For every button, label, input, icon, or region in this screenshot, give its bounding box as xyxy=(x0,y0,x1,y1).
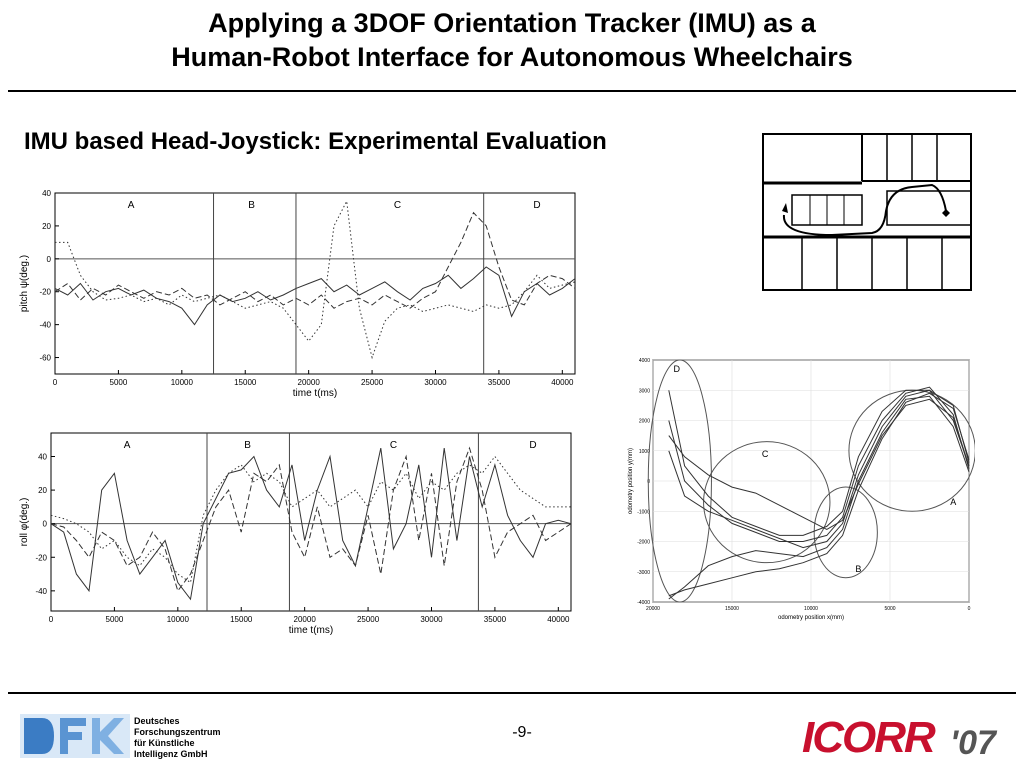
x-tick-label: 30000 xyxy=(424,378,447,387)
x-tick-label: 35000 xyxy=(484,615,507,624)
trajectory-line xyxy=(668,389,970,549)
section-label: A xyxy=(124,440,131,451)
y-axis-label: odometry position y(mm) xyxy=(628,448,634,514)
series-line-dashed xyxy=(50,446,572,592)
series-line-solid xyxy=(54,266,576,326)
region-ellipse-C xyxy=(703,441,831,564)
plot-frame xyxy=(54,192,576,375)
trajectory-line xyxy=(668,389,970,536)
svg-text:'07: '07 xyxy=(950,724,998,762)
plot-frame xyxy=(50,432,572,612)
x-axis-label: time t(ms) xyxy=(289,625,333,636)
dfki-name-line: Forschungszentrum xyxy=(134,727,221,737)
section-label: B xyxy=(248,200,255,211)
x-tick-label: 35000 xyxy=(488,378,511,387)
floor-plan-map xyxy=(762,133,972,291)
x-tick-label: 40000 xyxy=(551,378,574,387)
x-tick-label: 15000 xyxy=(230,615,253,624)
region-label: B xyxy=(855,564,861,574)
dfki-name-line: Intelligenz GmbH xyxy=(134,749,208,759)
x-tick-label: 15000 xyxy=(725,606,739,612)
series-line-dashed xyxy=(54,211,576,309)
slide-subtitle: IMU based Head-Joystick: Experimental Ev… xyxy=(24,128,607,155)
y-tick-label: 40 xyxy=(42,189,51,198)
y-tick-label: 3000 xyxy=(639,388,650,394)
icorr-logo: ICORR '07 xyxy=(802,713,998,762)
y-tick-label: 20 xyxy=(42,222,51,231)
y-axis-label: roll φ(deg.) xyxy=(19,498,30,547)
bottom-divider xyxy=(8,692,1016,694)
odometry-chart: 20000 15000 10000 5000 040003000200010000-10… xyxy=(628,358,975,621)
section-label: D xyxy=(533,200,540,211)
page-number: -9- xyxy=(512,724,532,741)
x-tick-label: 40000 xyxy=(547,615,570,624)
title-line-1: Applying a 3DOF Orientation Tracker (IMU… xyxy=(208,8,816,38)
x-tick-label: 25000 xyxy=(357,615,380,624)
y-tick-label: -1000 xyxy=(637,509,650,515)
pitch-chart: A B C D 0 5000 10000 15000 20000 25000 30000 35000 4… xyxy=(19,189,576,399)
x-tick-label: 15000 xyxy=(234,378,257,387)
y-tick-label: -2000 xyxy=(637,540,650,546)
dfki-name: Deutsches Forschungszentrum für Künstlic… xyxy=(134,716,221,760)
y-tick-label: -40 xyxy=(35,587,47,596)
region-label: A xyxy=(950,497,956,507)
y-tick-label: 1000 xyxy=(639,449,650,455)
x-tick-label: 10000 xyxy=(171,378,194,387)
x-tick-label: 30000 xyxy=(420,615,443,624)
y-tick-label: -20 xyxy=(35,553,47,562)
goal-marker-icon xyxy=(942,209,950,217)
slide-title: Applying a 3DOF Orientation Tracker (IMU… xyxy=(0,6,1024,74)
y-tick-label: 2000 xyxy=(639,419,650,425)
series-line-dotted xyxy=(55,199,576,360)
section-label: C xyxy=(394,200,401,211)
roll-chart: A B C D 0 5000 10000 15000 20000 25000 30000 35000 4… xyxy=(19,432,572,636)
x-tick-label: 5000 xyxy=(110,378,128,387)
y-tick-label: 0 xyxy=(43,520,48,529)
region-ellipse-B xyxy=(813,486,878,579)
y-tick-label: 20 xyxy=(38,486,47,495)
region-ellipse-D xyxy=(647,359,712,603)
section-label: D xyxy=(529,440,536,451)
section-label: A xyxy=(128,200,135,211)
x-tick-label: 5000 xyxy=(106,615,124,624)
y-tick-label: -40 xyxy=(39,321,51,330)
x-tick-label: 10000 xyxy=(167,615,190,624)
x-tick-label: 20000 xyxy=(646,606,660,612)
y-tick-label: 40 xyxy=(38,453,47,462)
trajectory-line xyxy=(668,398,970,530)
x-axis-label: time t(ms) xyxy=(293,388,337,399)
dfki-name-line: für Künstliche xyxy=(134,738,195,748)
x-tick-label: 0 xyxy=(968,606,971,612)
y-axis-label: pitch ψ(deg.) xyxy=(19,255,30,312)
x-tick-label: 5000 xyxy=(884,606,895,612)
x-tick-label: 10000 xyxy=(804,606,818,612)
trajectory-line xyxy=(668,392,970,597)
x-tick-label: 0 xyxy=(49,615,54,624)
dfki-name-line: Deutsches xyxy=(134,716,180,726)
x-tick-label: 20000 xyxy=(294,615,317,624)
region-label: D xyxy=(673,364,680,374)
section-label: C xyxy=(390,440,397,451)
y-tick-label: -4000 xyxy=(637,600,650,606)
y-tick-label: -60 xyxy=(39,354,51,363)
region-label: C xyxy=(762,449,769,459)
y-tick-label: -20 xyxy=(39,288,51,297)
start-marker-icon xyxy=(782,203,788,213)
trajectory-line xyxy=(668,395,970,600)
dfki-logo xyxy=(20,714,130,758)
section-label: B xyxy=(244,440,251,451)
y-tick-label: -3000 xyxy=(637,570,650,576)
y-tick-label: 4000 xyxy=(639,358,650,364)
title-line-2: Human-Robot Interface for Autonomous Whe… xyxy=(171,42,853,72)
x-axis-label: odometry position x(mm) xyxy=(778,615,844,621)
trajectory-line xyxy=(668,386,970,542)
y-tick-label: 0 xyxy=(47,255,52,264)
x-tick-label: 25000 xyxy=(361,378,384,387)
x-tick-label: 20000 xyxy=(298,378,321,387)
svg-text:ICORR: ICORR xyxy=(802,713,936,762)
x-tick-label: 0 xyxy=(53,378,58,387)
top-divider xyxy=(8,90,1016,92)
